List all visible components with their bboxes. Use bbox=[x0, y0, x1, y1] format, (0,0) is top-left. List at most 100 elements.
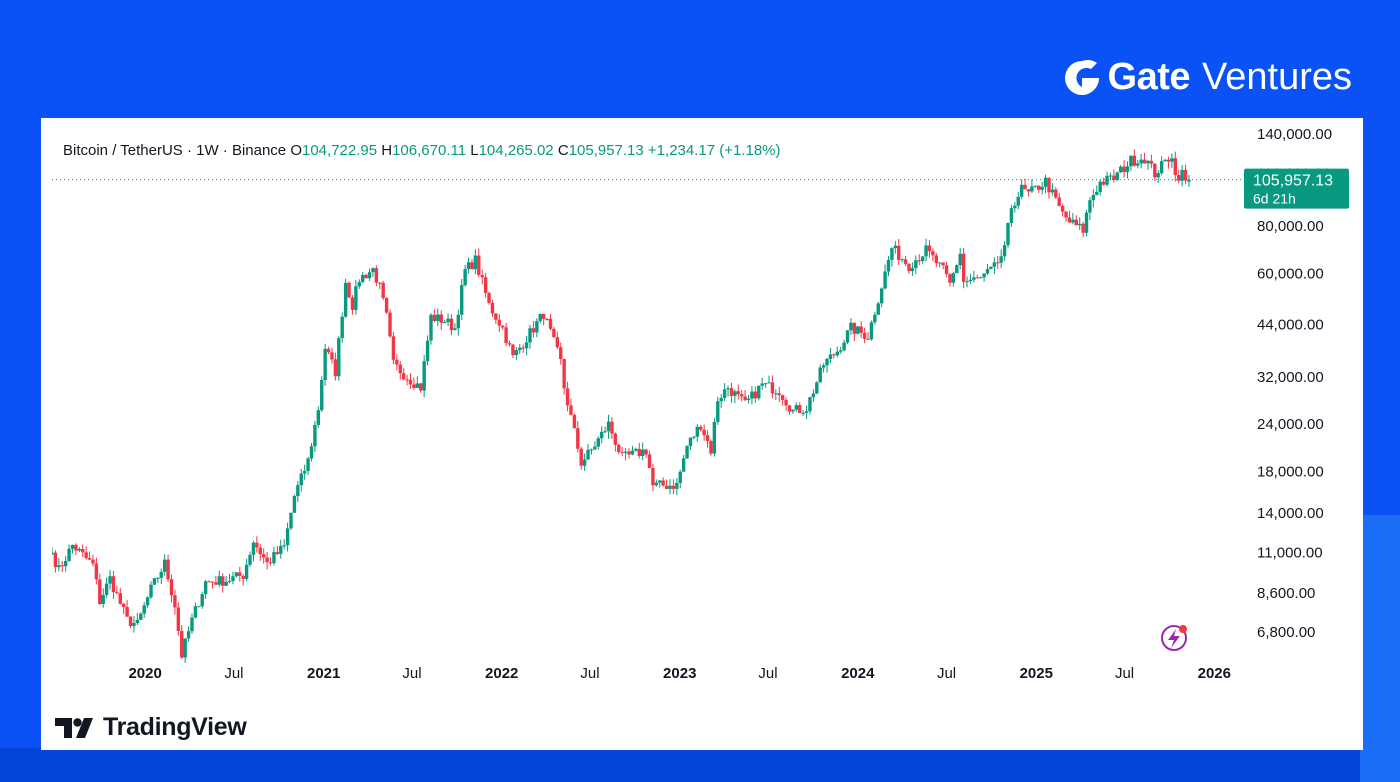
candle-body bbox=[1033, 185, 1038, 187]
candle-body bbox=[565, 388, 570, 406]
candle bbox=[1139, 154, 1143, 169]
candle bbox=[1146, 159, 1150, 170]
tradingview-logo[interactable]: TradingView bbox=[55, 713, 247, 742]
candle-body bbox=[1149, 160, 1154, 164]
candle-body bbox=[1180, 169, 1184, 181]
candle bbox=[651, 464, 655, 492]
candle bbox=[559, 342, 563, 365]
candle-body bbox=[791, 409, 795, 412]
candle-body bbox=[1043, 177, 1048, 187]
candle bbox=[681, 454, 686, 472]
candle bbox=[1009, 204, 1014, 227]
candle-body bbox=[1057, 197, 1061, 206]
flash-icon[interactable] bbox=[1161, 625, 1187, 651]
candle bbox=[313, 421, 317, 452]
gate-ventures-brand: Gate Ventures bbox=[1062, 56, 1352, 99]
candle-body bbox=[832, 354, 836, 356]
candle bbox=[309, 442, 314, 462]
candle bbox=[60, 560, 64, 573]
candle-body bbox=[780, 395, 785, 400]
candle bbox=[1108, 172, 1113, 181]
candle bbox=[436, 308, 440, 327]
candle bbox=[63, 555, 68, 572]
candle bbox=[401, 368, 406, 381]
candle-body bbox=[552, 328, 556, 338]
candle-body bbox=[582, 459, 587, 466]
y-tick-label: 60,000.00 bbox=[1257, 265, 1324, 282]
candle bbox=[1077, 217, 1082, 230]
y-tick-label: 6,800.00 bbox=[1257, 624, 1315, 641]
candle-body bbox=[866, 338, 870, 340]
candle-body bbox=[647, 454, 652, 469]
candle-body bbox=[562, 359, 566, 389]
candle bbox=[221, 573, 225, 593]
candle bbox=[98, 573, 102, 605]
candle bbox=[852, 322, 857, 341]
candle bbox=[490, 299, 495, 317]
candle-body bbox=[989, 266, 993, 270]
candle-body bbox=[883, 271, 887, 289]
candle-body bbox=[429, 314, 433, 341]
candle-body bbox=[661, 480, 665, 486]
candle-body bbox=[852, 322, 857, 334]
candle bbox=[453, 323, 457, 331]
candle bbox=[121, 602, 126, 615]
candle bbox=[1013, 201, 1017, 213]
candle bbox=[251, 540, 256, 562]
candle-body bbox=[1002, 245, 1007, 257]
x-tick-label: Jul bbox=[758, 665, 777, 682]
candle-body bbox=[637, 448, 641, 456]
candle-body bbox=[446, 318, 450, 323]
candle-body bbox=[897, 245, 901, 260]
candle-body bbox=[261, 554, 266, 558]
candle bbox=[1101, 177, 1106, 186]
background-band bbox=[0, 748, 1400, 782]
candle-body bbox=[518, 347, 522, 351]
candle bbox=[914, 255, 918, 275]
candle bbox=[726, 385, 730, 397]
candle-body bbox=[958, 253, 962, 266]
candle bbox=[985, 264, 990, 276]
candle bbox=[296, 480, 300, 503]
candle bbox=[183, 638, 187, 664]
candle-body bbox=[555, 337, 560, 348]
candle-body bbox=[849, 322, 853, 331]
candle-body bbox=[1118, 166, 1123, 173]
candle bbox=[562, 358, 566, 395]
candle bbox=[1166, 156, 1171, 169]
candle bbox=[623, 448, 628, 461]
candle bbox=[978, 276, 983, 279]
candle-body bbox=[101, 594, 105, 604]
candle-body bbox=[487, 292, 491, 303]
candle-body bbox=[473, 255, 478, 270]
candle-body bbox=[886, 259, 891, 272]
candle bbox=[152, 577, 157, 586]
candle bbox=[1074, 215, 1078, 226]
candle bbox=[1118, 164, 1123, 173]
candle bbox=[835, 346, 839, 358]
candle-body bbox=[255, 542, 259, 548]
candle bbox=[456, 309, 460, 336]
candle bbox=[582, 453, 587, 472]
candle-body bbox=[982, 273, 986, 278]
candle bbox=[398, 360, 402, 380]
candle bbox=[429, 313, 433, 345]
flash-icon-dot bbox=[1179, 625, 1187, 633]
candle-body bbox=[729, 388, 734, 396]
candle-body bbox=[1074, 219, 1078, 226]
candle bbox=[364, 273, 368, 279]
ohlc-legend: Bitcoin / TetherUS · 1W · Binance O104,7… bbox=[63, 142, 781, 159]
candle-body bbox=[258, 547, 262, 555]
candle-body bbox=[606, 421, 611, 432]
candle bbox=[832, 353, 836, 359]
candle-body bbox=[176, 607, 181, 631]
candle bbox=[750, 385, 754, 405]
candle bbox=[1040, 181, 1044, 195]
candle-body bbox=[514, 350, 519, 356]
candle bbox=[1156, 169, 1160, 183]
candlestick-chart[interactable]: 140,000.00110,000.0080,000.0060,000.0044… bbox=[52, 128, 1362, 688]
candle bbox=[555, 331, 560, 350]
candle bbox=[842, 339, 846, 352]
candle bbox=[193, 602, 198, 619]
candle bbox=[961, 247, 966, 289]
